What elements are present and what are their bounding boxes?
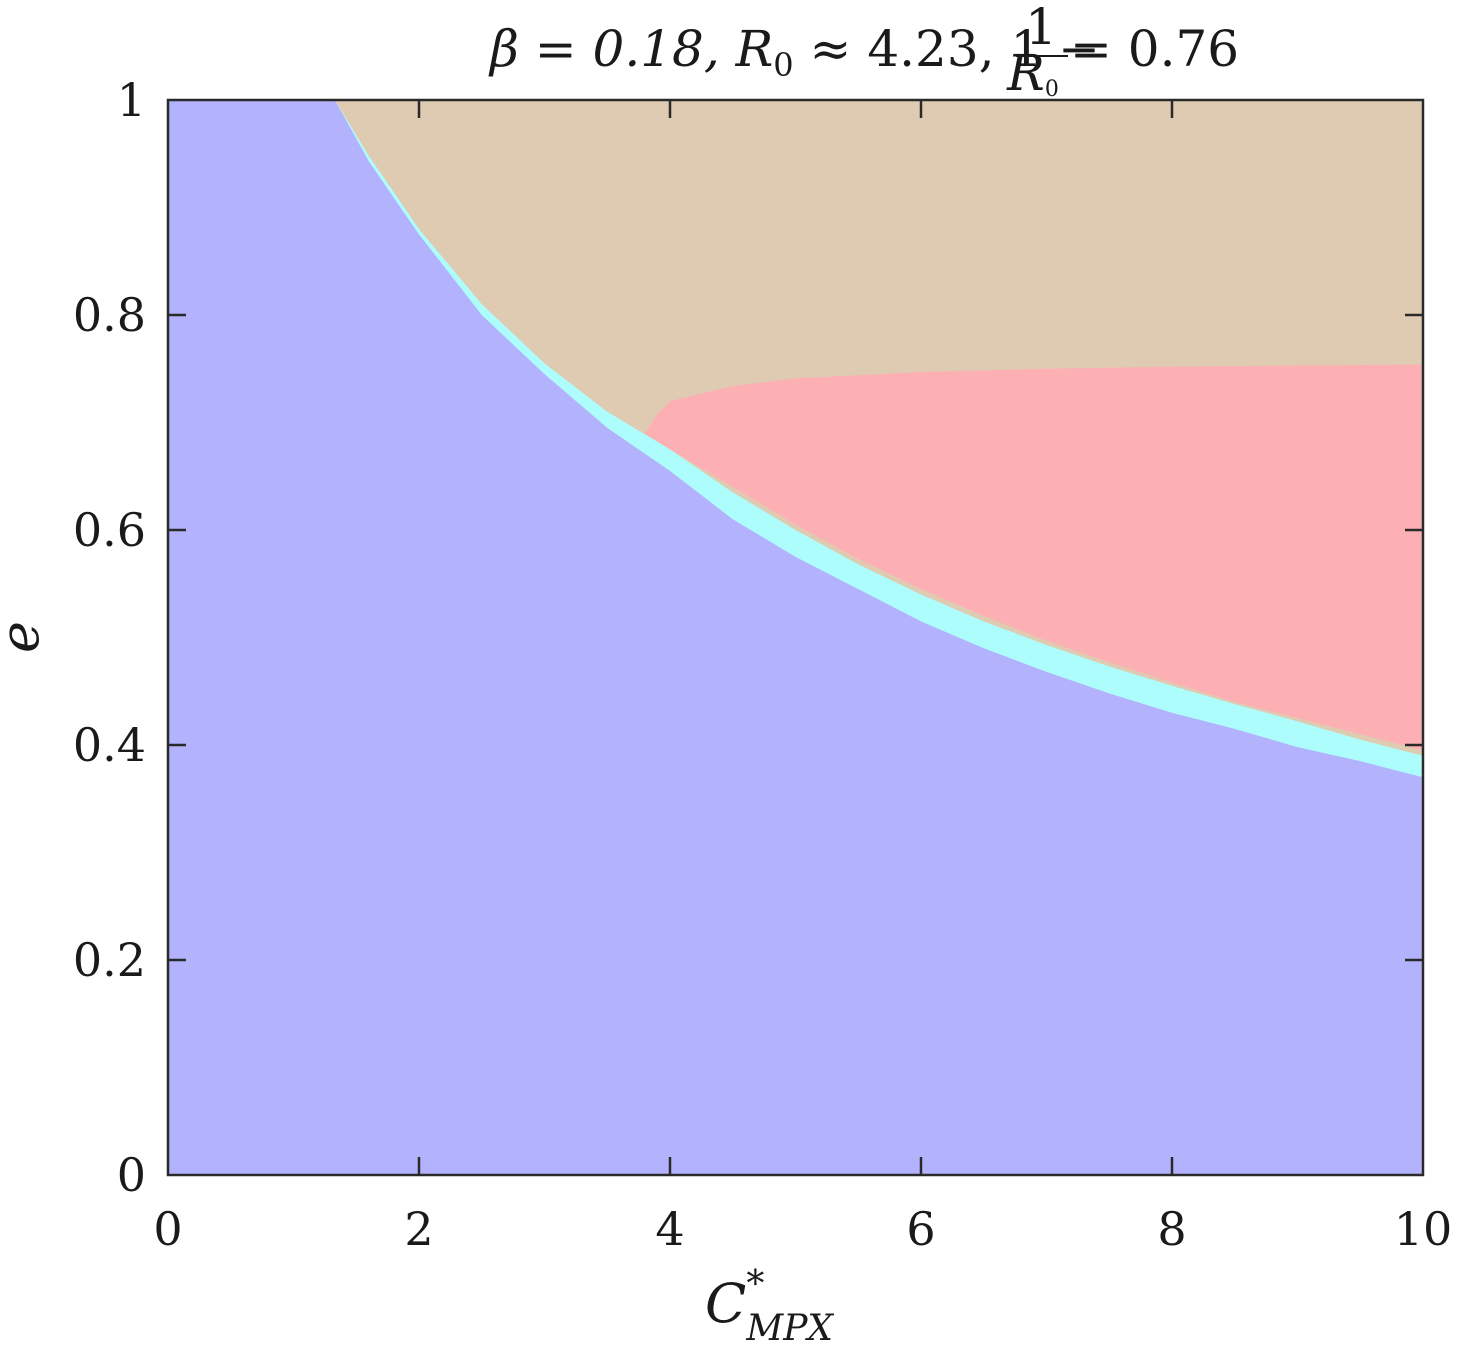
title-frac-num: 1 <box>1025 0 1057 56</box>
y-axis-label: e <box>0 621 51 653</box>
title-beta-part: β = 0.18, R <box>488 20 773 78</box>
title-end-part: = 0.76 <box>1070 20 1239 78</box>
x-axis-label: C* MPX <box>705 1264 834 1349</box>
axis-ticks <box>168 100 1423 1175</box>
region-pink <box>644 364 1423 751</box>
plot-frame <box>166 98 1425 1177</box>
x-tick-label: 0 <box>153 1202 182 1256</box>
chart-title: β = 0.18, R0 ≈ 4.23, 1 − <box>488 20 1100 84</box>
y-tick-label: 0.2 <box>73 933 146 987</box>
x-tick-label: 10 <box>1394 1202 1453 1256</box>
y-tick-label: 1 <box>117 73 146 127</box>
y-tick-label: 0.6 <box>73 503 146 557</box>
y-tick-label: 0 <box>117 1148 146 1202</box>
x-tick-label: 2 <box>404 1202 433 1256</box>
title-beta-sub: 0 <box>773 46 793 84</box>
x-tick-label: 6 <box>906 1202 935 1256</box>
title-frac-den: R0 <box>1006 44 1059 102</box>
y-tick-label: 0.4 <box>73 718 146 772</box>
region-blue <box>168 100 1423 1175</box>
x-tick-label: 4 <box>655 1202 684 1256</box>
x-tick-label: 8 <box>1157 1202 1186 1256</box>
y-tick-label: 0.8 <box>73 288 146 342</box>
tick-labels: 0 2 4 6 8 10 0 0.2 0.4 0.6 0.8 1 <box>73 73 1452 1256</box>
title-approx-part: ≈ 4.23, 1 − <box>794 20 1100 78</box>
